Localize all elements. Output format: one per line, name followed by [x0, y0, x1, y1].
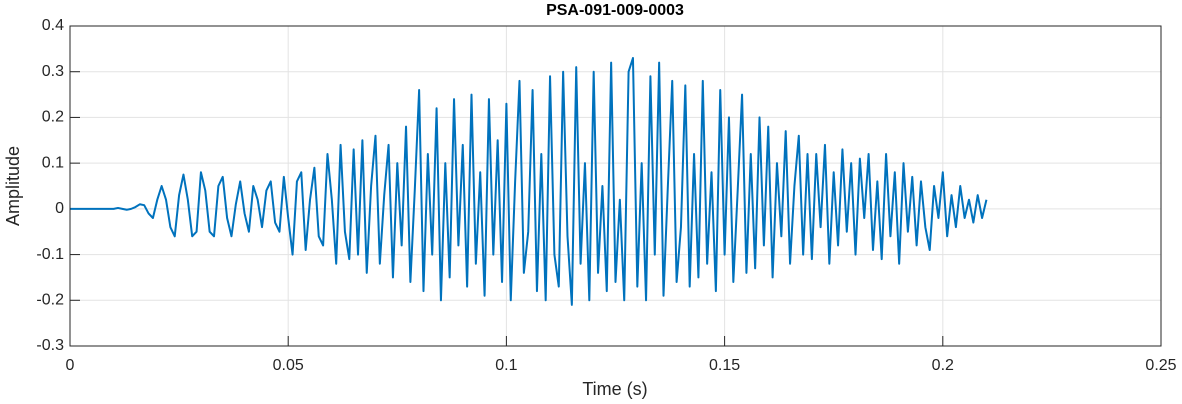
- y-tick-label: 0.3: [42, 63, 64, 80]
- x-tick-label: 0.15: [709, 357, 740, 374]
- x-tick-label: 0.2: [932, 357, 954, 374]
- y-tick-label: -0.3: [36, 337, 64, 354]
- x-tick-label: 0.1: [495, 357, 517, 374]
- x-tick-label: 0.25: [1145, 357, 1176, 374]
- y-tick-label: 0.4: [42, 17, 64, 34]
- plot-frame: [69, 25, 1162, 347]
- x-tick-label: 0: [66, 357, 75, 374]
- y-tick-label: 0.1: [42, 154, 64, 171]
- signal-line: [70, 57, 988, 306]
- y-tick-label: 0: [55, 200, 64, 217]
- y-tick-label: -0.1: [36, 246, 64, 263]
- y-tick-label: -0.2: [36, 292, 64, 309]
- y-axis-label: Amplitude: [3, 146, 23, 226]
- y-tick-label: 0.2: [42, 109, 64, 126]
- x-tick-label: 0.05: [273, 357, 304, 374]
- chart-title: PSA-091-009-0003: [546, 2, 684, 19]
- x-axis-label: Time (s): [582, 379, 647, 399]
